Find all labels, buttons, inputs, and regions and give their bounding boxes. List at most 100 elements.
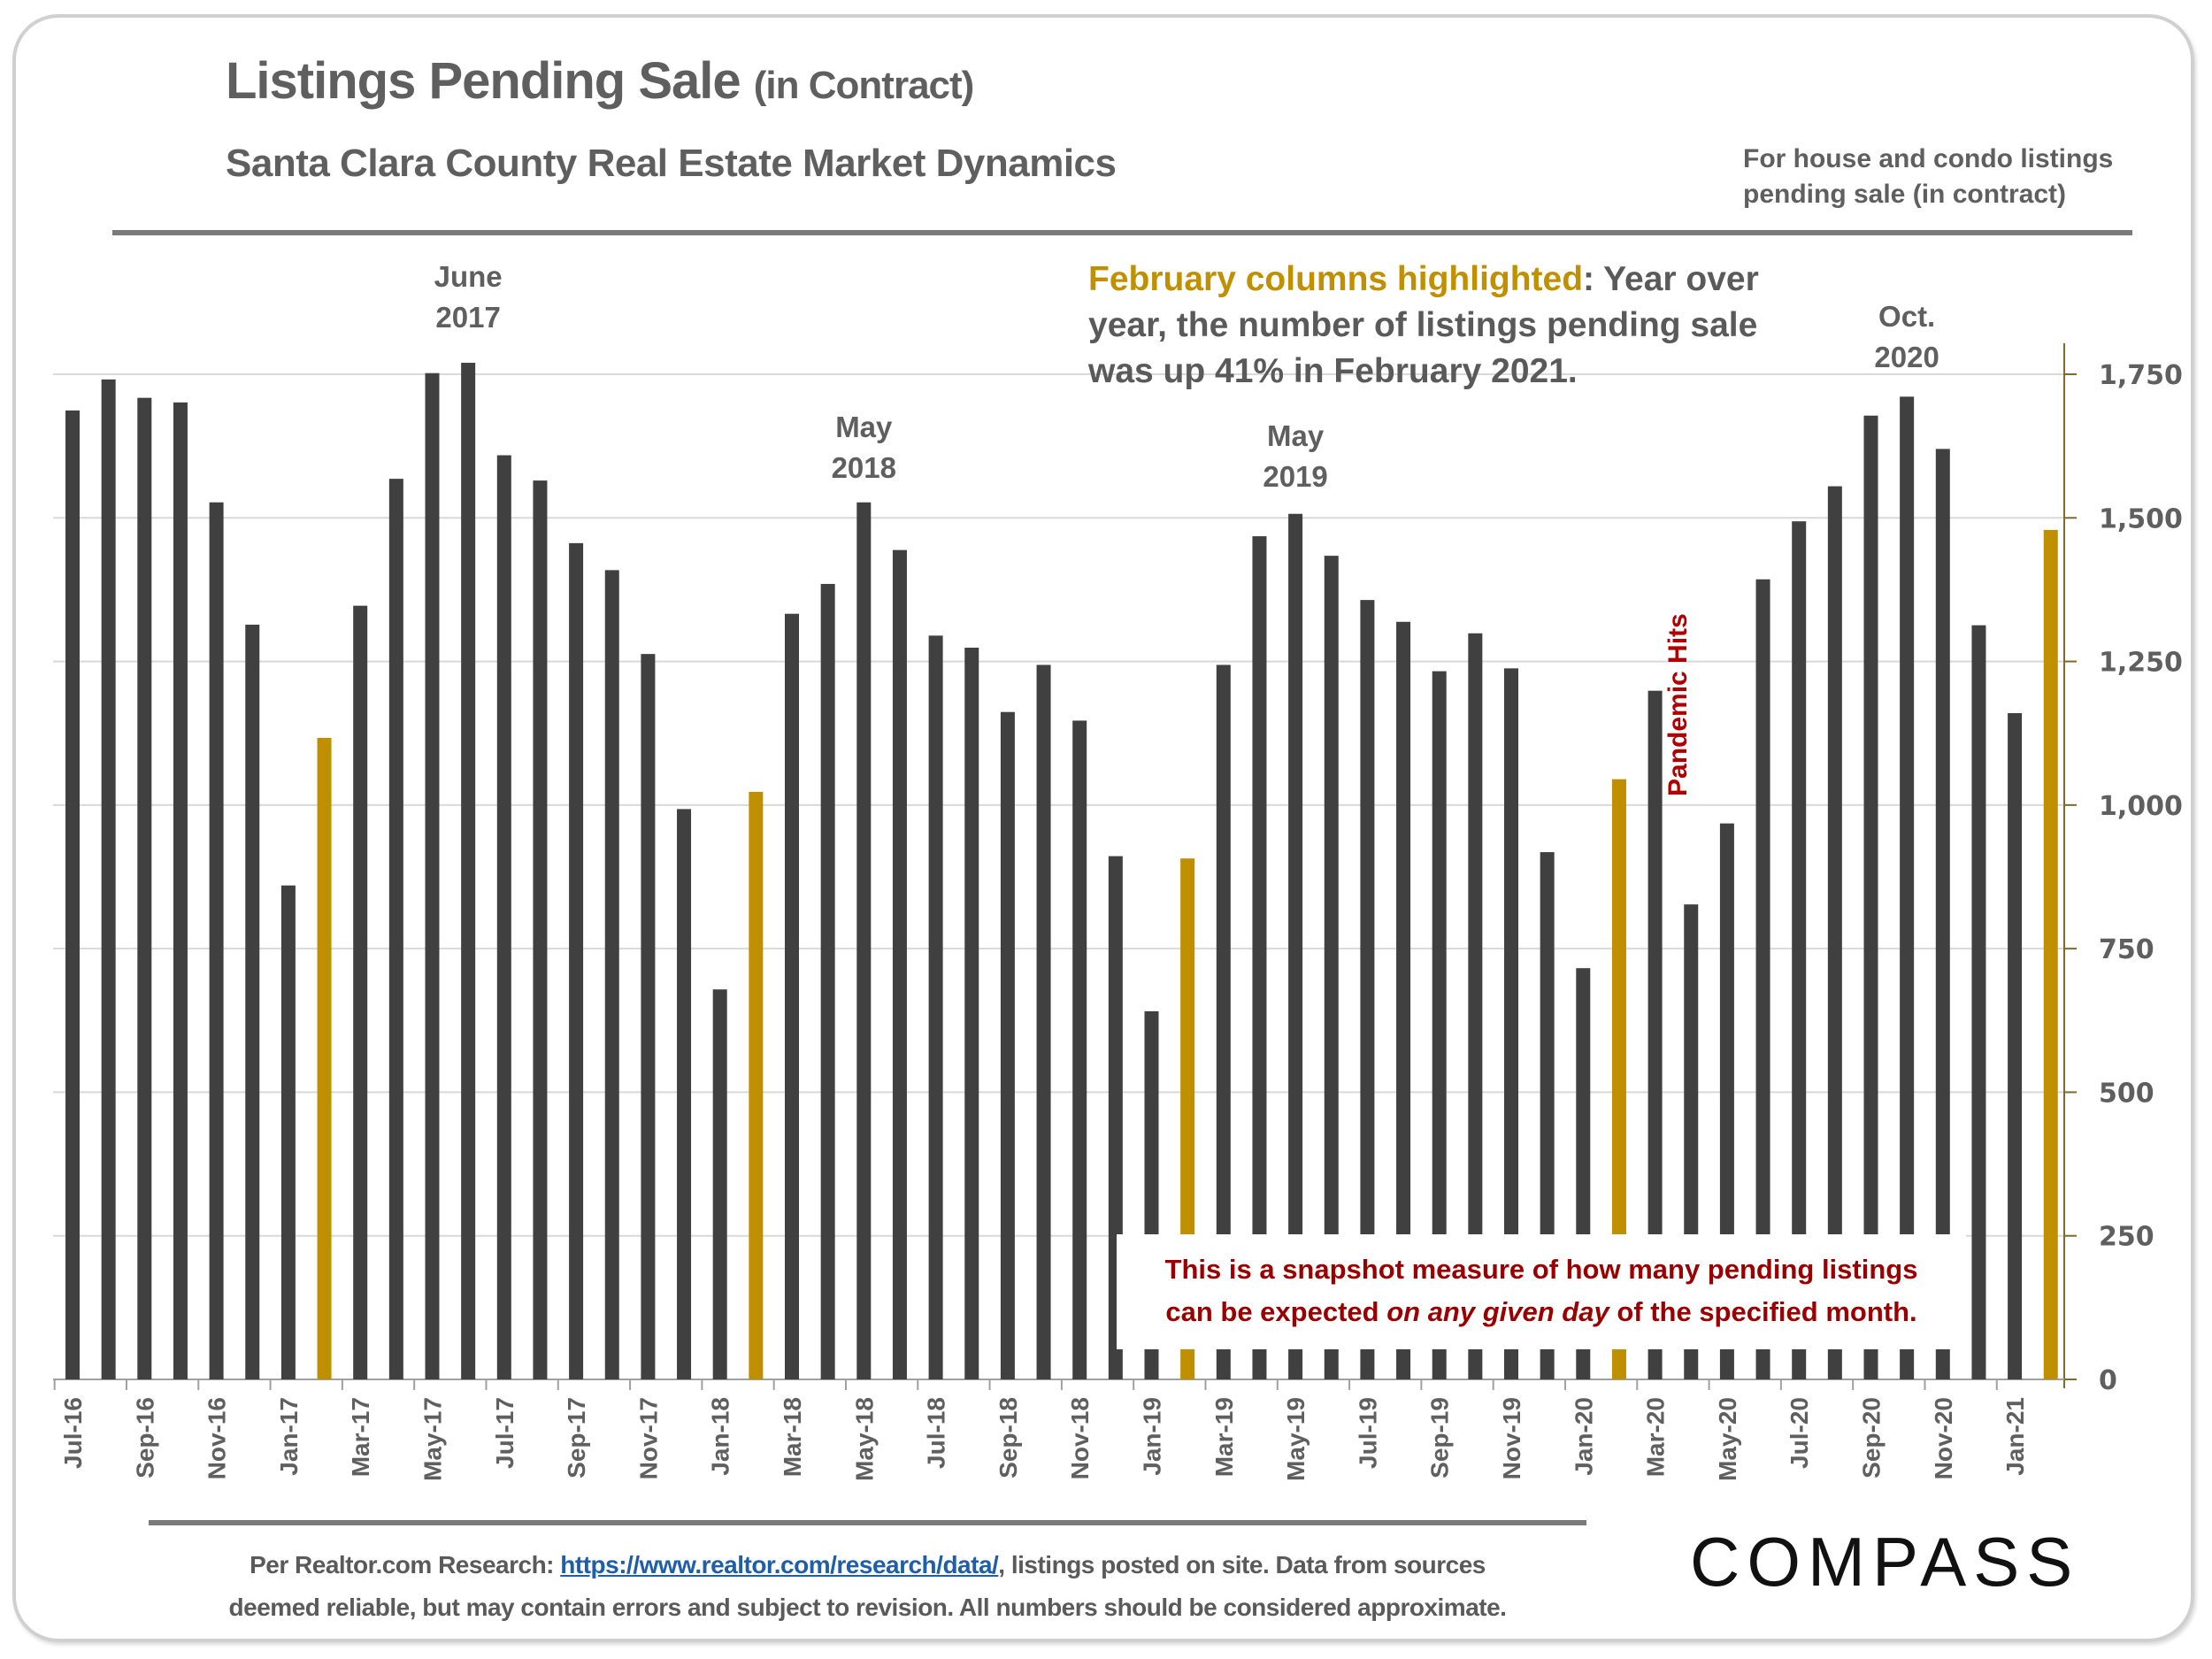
x-tick-label: Jul-18 — [923, 1397, 950, 1469]
peak-month: May — [1266, 419, 1325, 452]
pandemic-label: Pandemic Hits — [1663, 613, 1693, 796]
x-tick-label: Jul-17 — [491, 1397, 518, 1469]
x-tick-label: Nov-16 — [204, 1397, 231, 1479]
x-tick-label: Jul-20 — [1786, 1397, 1813, 1469]
x-tick-label: Mar-18 — [779, 1397, 806, 1477]
bar-sep-16 — [137, 397, 152, 1379]
bar-apr-19 — [1252, 536, 1267, 1379]
bar-oct-18 — [1036, 664, 1051, 1379]
bar-jul-20 — [1792, 521, 1807, 1379]
y-tick-label: 500 — [2099, 1078, 2154, 1109]
bar-dec-17 — [677, 809, 692, 1379]
headline-highlight: February columns highlighted — [1088, 260, 1584, 298]
bar-jul-17 — [496, 455, 511, 1380]
x-tick-label: Jan-20 — [1570, 1397, 1597, 1476]
snapshot-note: This is a snapshot measure of how many p… — [1117, 1234, 1966, 1349]
x-tick-label: May-19 — [1282, 1397, 1310, 1481]
y-tick-label: 250 — [2099, 1222, 2154, 1253]
chart-card — [12, 14, 2194, 1642]
y-tick-label: 1,750 — [2099, 360, 2183, 391]
x-tick-label: Jan-18 — [707, 1397, 734, 1476]
bar-feb-17 — [317, 737, 332, 1379]
x-tick-label: Jan-17 — [275, 1397, 303, 1476]
source-line-2: deemed reliable, but may contain errors … — [228, 1594, 1507, 1621]
x-tick-label: Nov-18 — [1066, 1397, 1094, 1479]
bar-mar-20 — [1647, 690, 1663, 1379]
source-link[interactable]: https://www.realtor.com/research/data/ — [560, 1551, 999, 1578]
title-paren: (in Contract) — [753, 64, 975, 107]
bar-nov-20 — [1935, 449, 1950, 1380]
x-tick-label: Nov-17 — [634, 1397, 662, 1479]
snapshot-line-1: This is a snapshot measure of how many p… — [1164, 1254, 1918, 1285]
footer-divider — [149, 1520, 1586, 1525]
bar-jun-20 — [1755, 579, 1770, 1379]
x-tick-label: Jan-21 — [2001, 1397, 2029, 1476]
snapshot-emphasis: on any given day — [1386, 1296, 1609, 1327]
bar-aug-20 — [1827, 486, 1842, 1379]
bar-jun-18 — [892, 549, 907, 1379]
bar-jan-18 — [712, 989, 727, 1379]
bar-aug-17 — [533, 480, 548, 1379]
bar-oct-20 — [1900, 396, 1915, 1380]
bar-mar-19 — [1216, 664, 1231, 1379]
bar-aug-16 — [101, 379, 116, 1379]
snapshot-line-2: can be expected on any given day of the … — [1165, 1296, 1917, 1327]
bar-feb-21 — [2043, 529, 2058, 1379]
bar-dec-20 — [1971, 625, 1986, 1379]
bar-apr-17 — [388, 479, 403, 1379]
headline-text: : Year over year, the number of listings… — [1088, 260, 1759, 390]
peak-annotation: June 2017 — [406, 257, 530, 338]
bar-nov-16 — [209, 502, 224, 1379]
y-tick-label: 0 — [2099, 1365, 2117, 1396]
x-tick-label: Jul-19 — [1354, 1397, 1381, 1469]
bar-jun-17 — [461, 363, 476, 1380]
bar-oct-16 — [173, 402, 188, 1380]
x-tick-label: Sep-20 — [1858, 1397, 1886, 1479]
header-divider — [112, 230, 2132, 235]
peak-year: 2019 — [1263, 460, 1328, 493]
y-tick-label: 1,500 — [2099, 503, 2183, 534]
peak-year: 2020 — [1874, 341, 1939, 373]
bar-jan-17 — [280, 885, 296, 1379]
x-tick-label: Mar-20 — [1642, 1397, 1670, 1477]
bar-mar-18 — [785, 613, 799, 1379]
scope-note: For house and condo listings pending sal… — [1743, 144, 2114, 209]
chart-subtitle: Santa Clara County Real Estate Market Dy… — [226, 142, 1117, 185]
bar-jan-21 — [2008, 712, 2023, 1379]
bar-sep-20 — [1863, 415, 1878, 1379]
bar-may-18 — [856, 502, 872, 1379]
headline-annotation: February columns highlighted: Year over … — [1088, 257, 1778, 395]
compass-logo: COMPASS — [1690, 1523, 2080, 1601]
y-tick-label: 750 — [2099, 934, 2154, 965]
bar-nov-17 — [641, 654, 656, 1379]
peak-month: June — [434, 260, 503, 293]
x-tick-label: Mar-19 — [1210, 1397, 1238, 1477]
bar-nov-19 — [1504, 668, 1518, 1379]
bar-feb-20 — [1611, 779, 1626, 1379]
bar-may-19 — [1288, 513, 1303, 1379]
bar-aug-19 — [1396, 621, 1411, 1379]
bar-feb-18 — [749, 791, 764, 1379]
peak-annotation: May 2019 — [1233, 416, 1357, 497]
x-tick-label: Jan-19 — [1139, 1397, 1166, 1476]
x-tick-label: Sep-17 — [563, 1397, 590, 1479]
x-tick-label: May-18 — [850, 1397, 878, 1481]
bar-dec-16 — [245, 625, 260, 1379]
y-tick-label: 1,000 — [2099, 791, 2183, 822]
bar-nov-18 — [1072, 720, 1087, 1379]
x-tick-label: Sep-18 — [995, 1397, 1022, 1479]
x-tick-label: Nov-19 — [1498, 1397, 1525, 1479]
x-tick-label: Jul-16 — [59, 1397, 87, 1469]
bar-oct-19 — [1468, 633, 1483, 1379]
x-tick-label: May-17 — [419, 1397, 447, 1481]
bar-apr-18 — [820, 583, 835, 1379]
bar-may-17 — [425, 373, 440, 1380]
bar-jun-19 — [1324, 556, 1339, 1379]
x-tick-label: Sep-19 — [1426, 1397, 1454, 1479]
bar-jul-16 — [65, 410, 80, 1379]
bar-aug-18 — [964, 647, 979, 1379]
bar-oct-17 — [604, 570, 619, 1379]
bar-jul-19 — [1360, 600, 1375, 1379]
x-tick-label: Mar-17 — [347, 1397, 374, 1477]
